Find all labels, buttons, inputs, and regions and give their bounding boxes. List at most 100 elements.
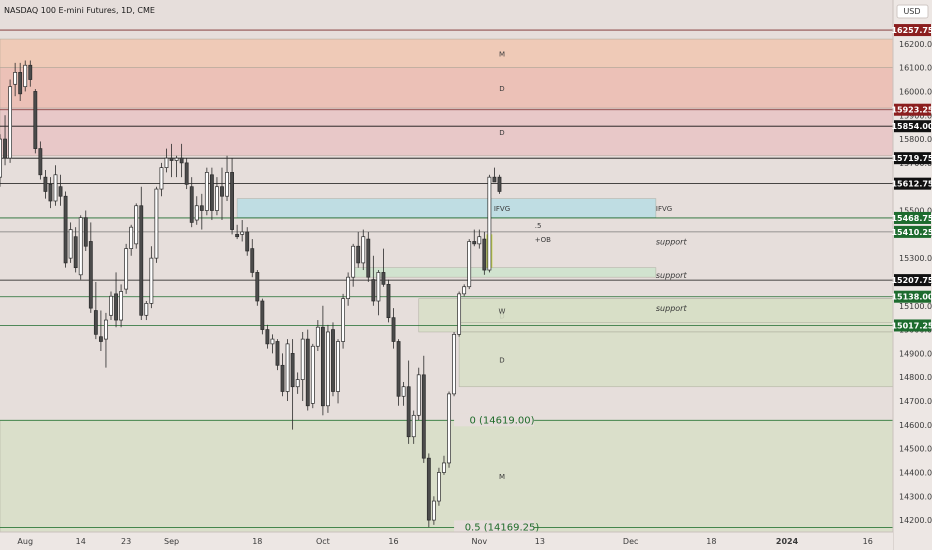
candle-82[interactable] bbox=[411, 414, 416, 438]
candle-79[interactable] bbox=[396, 341, 401, 397]
candle-2[interactable] bbox=[8, 86, 13, 159]
candle-48[interactable] bbox=[240, 231, 245, 235]
candle-63[interactable] bbox=[315, 326, 320, 347]
candle-66[interactable] bbox=[331, 329, 335, 392]
candle-22[interactable] bbox=[109, 295, 113, 316]
candle-26[interactable] bbox=[129, 226, 134, 249]
candle-87[interactable] bbox=[437, 472, 441, 502]
candle-6[interactable] bbox=[28, 64, 33, 80]
candle-12[interactable] bbox=[58, 186, 63, 197]
candle-3[interactable] bbox=[13, 72, 18, 85]
candle-9[interactable] bbox=[43, 176, 48, 192]
candle-55[interactable] bbox=[275, 341, 280, 366]
candle-83[interactable] bbox=[416, 374, 421, 416]
candle-43[interactable] bbox=[215, 186, 219, 211]
candle-41[interactable] bbox=[204, 172, 209, 211]
candle-68[interactable] bbox=[341, 298, 345, 342]
candle-98[interactable] bbox=[492, 176, 497, 183]
candle-44[interactable] bbox=[220, 186, 224, 197]
candle-47[interactable] bbox=[235, 233, 240, 238]
candle-39[interactable] bbox=[194, 205, 199, 221]
candle-74[interactable] bbox=[371, 279, 376, 302]
candle-96[interactable] bbox=[482, 238, 487, 271]
candle-45[interactable] bbox=[225, 172, 229, 197]
candle-31[interactable] bbox=[154, 188, 159, 259]
candle-81[interactable] bbox=[406, 386, 411, 438]
candle-15[interactable] bbox=[73, 236, 78, 269]
candle-77[interactable] bbox=[386, 283, 391, 319]
candle-37[interactable] bbox=[184, 162, 189, 185]
candle-72[interactable] bbox=[361, 236, 366, 264]
candle-94[interactable] bbox=[472, 241, 477, 245]
candle-78[interactable] bbox=[391, 317, 396, 342]
candle-21[interactable] bbox=[104, 319, 108, 340]
candle-59[interactable] bbox=[295, 379, 300, 388]
candle-53[interactable] bbox=[265, 329, 270, 345]
candle-50[interactable] bbox=[250, 248, 255, 273]
candle-64[interactable] bbox=[320, 326, 325, 407]
candle-30[interactable] bbox=[149, 257, 154, 304]
candle-75[interactable] bbox=[376, 272, 381, 302]
candle-89[interactable] bbox=[447, 393, 451, 464]
candle-97[interactable] bbox=[487, 176, 492, 271]
candle-54[interactable] bbox=[270, 338, 275, 345]
candle-86[interactable] bbox=[431, 500, 436, 521]
candle-95[interactable] bbox=[477, 236, 482, 245]
candle-35[interactable] bbox=[174, 157, 179, 161]
candle-36[interactable] bbox=[179, 157, 184, 164]
candle-7[interactable] bbox=[33, 91, 38, 149]
time-axis[interactable] bbox=[0, 532, 893, 550]
candle-88[interactable] bbox=[442, 462, 446, 473]
candle-51[interactable] bbox=[255, 272, 260, 302]
candle-40[interactable] bbox=[199, 205, 204, 211]
candle-42[interactable] bbox=[209, 174, 214, 211]
candle-91[interactable] bbox=[457, 293, 462, 335]
candle-5[interactable] bbox=[23, 64, 28, 88]
candle-80[interactable] bbox=[401, 386, 406, 397]
candle-67[interactable] bbox=[336, 341, 340, 392]
candle-62[interactable] bbox=[310, 345, 315, 404]
candle-71[interactable] bbox=[356, 245, 361, 264]
candle-0[interactable] bbox=[0, 138, 2, 178]
candle-24[interactable] bbox=[119, 291, 123, 321]
candle-1[interactable] bbox=[3, 138, 7, 159]
candle-60[interactable] bbox=[300, 338, 305, 380]
candle-18[interactable] bbox=[88, 241, 93, 309]
candle-99[interactable] bbox=[497, 176, 502, 192]
candle-4[interactable] bbox=[18, 72, 23, 95]
candle-17[interactable] bbox=[83, 217, 88, 247]
candle-90[interactable] bbox=[452, 333, 456, 395]
candle-10[interactable] bbox=[48, 183, 53, 202]
candle-27[interactable] bbox=[134, 205, 139, 245]
candle-34[interactable] bbox=[169, 157, 174, 161]
candle-8[interactable] bbox=[38, 148, 43, 176]
candle-14[interactable] bbox=[68, 229, 73, 259]
candle-85[interactable] bbox=[426, 457, 431, 521]
candle-49[interactable] bbox=[245, 231, 250, 252]
candle-46[interactable] bbox=[230, 172, 234, 230]
candle-52[interactable] bbox=[260, 300, 265, 330]
candle-19[interactable] bbox=[93, 310, 98, 335]
candle-28[interactable] bbox=[139, 205, 144, 316]
candle-25[interactable] bbox=[124, 248, 129, 290]
candle-93[interactable] bbox=[467, 241, 472, 288]
candle-32[interactable] bbox=[159, 167, 164, 190]
candle-84[interactable] bbox=[421, 374, 426, 459]
candle-29[interactable] bbox=[144, 303, 149, 316]
candle-65[interactable] bbox=[326, 331, 330, 407]
candle-57[interactable] bbox=[285, 343, 290, 392]
candle-23[interactable] bbox=[114, 293, 118, 321]
candle-92[interactable] bbox=[462, 286, 467, 295]
candle-33[interactable] bbox=[164, 157, 169, 168]
candle-69[interactable] bbox=[346, 276, 351, 299]
candle-76[interactable] bbox=[381, 272, 386, 285]
candle-61[interactable] bbox=[305, 338, 310, 407]
candle-16[interactable] bbox=[78, 217, 83, 276]
candle-20[interactable] bbox=[98, 336, 103, 342]
candle-38[interactable] bbox=[189, 186, 194, 223]
candle-73[interactable] bbox=[366, 238, 371, 278]
currency-button[interactable] bbox=[896, 4, 929, 19]
candle-58[interactable] bbox=[290, 353, 295, 388]
